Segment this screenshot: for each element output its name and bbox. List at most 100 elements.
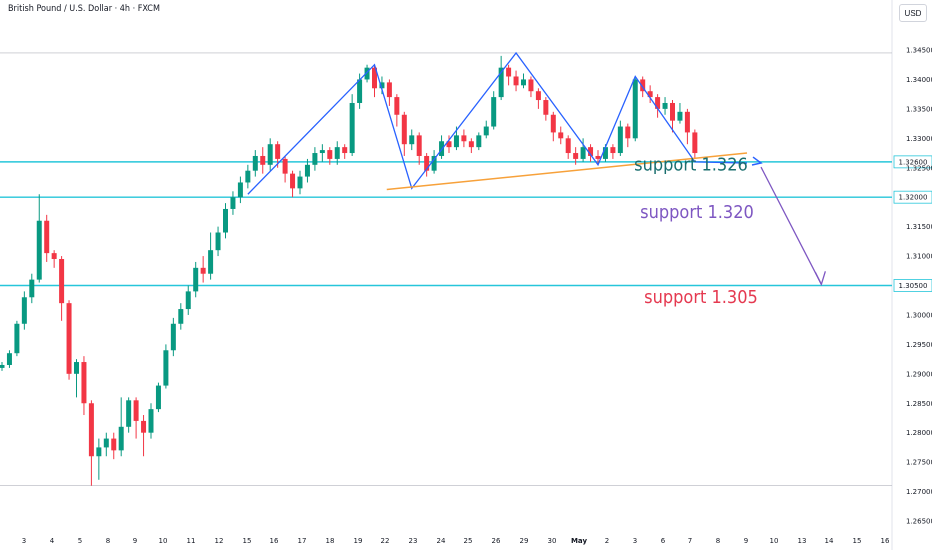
candle-body [230,197,236,209]
candle-body [282,158,288,174]
candle-body [51,253,57,260]
price-label: 1.32000 [899,194,928,202]
candle-body [148,409,154,433]
candle-body [662,102,668,109]
candle-body [483,126,489,136]
x-tick-label: 29 [520,537,529,545]
candle-body [193,267,199,292]
x-tick-label: 24 [437,537,446,545]
y-tick-label: 1.30000 [906,311,932,319]
y-axis: 1.34500 1.34000 1.33500 1.33000 1.32500 1.315… [906,47,932,526]
candle-body [170,323,176,351]
candle-body [237,182,243,198]
candle-body [185,291,191,310]
support-annotation: support 1.305 [644,287,758,308]
price-label-box [893,279,932,292]
candle-body [252,155,258,171]
candle-body [319,150,325,154]
price-label: 1.32600 [899,158,928,166]
price-label-box [893,190,932,204]
x-axis: 3 4 5 8 9 10 11 12 15 16 17 18 19 22 23 24 25 26 29 30 May 2 3… [22,537,890,545]
candle-body [133,400,139,421]
candle-body [111,438,117,451]
candle-body [610,147,616,154]
x-tick-label: 25 [464,537,473,545]
x-tick-label: 19 [354,537,363,545]
y-tick-label: 1.34000 [906,76,932,84]
y-tick-label: 1.31000 [906,253,932,261]
candle-body [491,97,497,127]
neckline-trendline [386,152,748,191]
candle-body [506,67,512,77]
x-tick-label: 16 [881,537,890,545]
candle-body [260,155,266,165]
candle-body [245,170,251,183]
currency-selector[interactable]: USD [899,4,927,22]
candle-body [453,135,459,148]
candle-body [528,79,534,92]
candle-body [44,220,50,254]
x-tick-label: 14 [825,537,834,545]
candle-body [208,250,214,274]
candle-body [401,114,407,145]
candle-body [431,155,437,171]
x-tick-label: 2 [605,537,609,545]
x-tick-label: 22 [381,537,390,545]
y-tick-label: 1.33000 [906,135,932,143]
candle-body [386,82,392,98]
drawings [247,51,826,287]
candle-body [521,79,526,86]
candle-body [21,297,27,324]
grid-lines [0,52,892,486]
x-tick-label: 18 [326,537,335,545]
y-tick-label: 1.27000 [906,488,932,496]
candle-body [334,147,340,159]
y-tick-label: 1.33500 [906,105,932,113]
candle-body [200,267,206,274]
pattern-arrowhead [751,156,763,166]
candle-body [364,67,370,80]
x-tick-label: 26 [492,537,501,545]
candle-body [655,97,661,109]
candle-body [290,173,296,189]
candle-body [595,155,601,159]
annotations: support 1.326 support 1.320 support 1.305 [634,155,758,308]
y-tick-label: 1.28500 [906,400,932,408]
x-tick-label: 13 [798,537,807,545]
candle-body [215,232,221,251]
candle-body [304,164,310,177]
x-tick-label: 30 [548,537,557,545]
candle-body [446,141,452,148]
x-tick-label: 10 [770,537,779,545]
candle-body [394,97,400,115]
x-tick-label: 8 [716,537,720,545]
x-tick-label: 8 [106,537,110,545]
candle-body [476,135,482,148]
x-tick-label: May [571,537,587,545]
candle-body [66,303,72,374]
y-tick-label: 1.31500 [906,223,932,231]
candle-body [424,155,430,171]
candle-body [0,364,5,368]
projection-arrowhead [814,271,826,287]
candle-body [36,220,42,280]
candle-body [379,82,385,89]
candle-body [647,91,653,98]
candle-body [178,309,184,324]
candle-body [81,362,87,404]
y-tick-label: 1.26500 [906,518,932,526]
y-tick-label: 1.34500 [906,47,932,55]
x-tick-label: 5 [78,537,82,545]
x-tick-label: 6 [661,537,666,545]
candle-body [163,350,169,386]
candle-body [59,259,65,304]
candle-body [372,67,377,89]
candle-body [580,147,586,159]
x-tick-label: 10 [159,537,168,545]
x-tick-label: 16 [270,537,279,545]
candle-body [617,126,623,154]
candle-body [118,426,124,451]
candle-body [74,362,79,374]
y-tick-label: 1.28000 [906,429,932,437]
